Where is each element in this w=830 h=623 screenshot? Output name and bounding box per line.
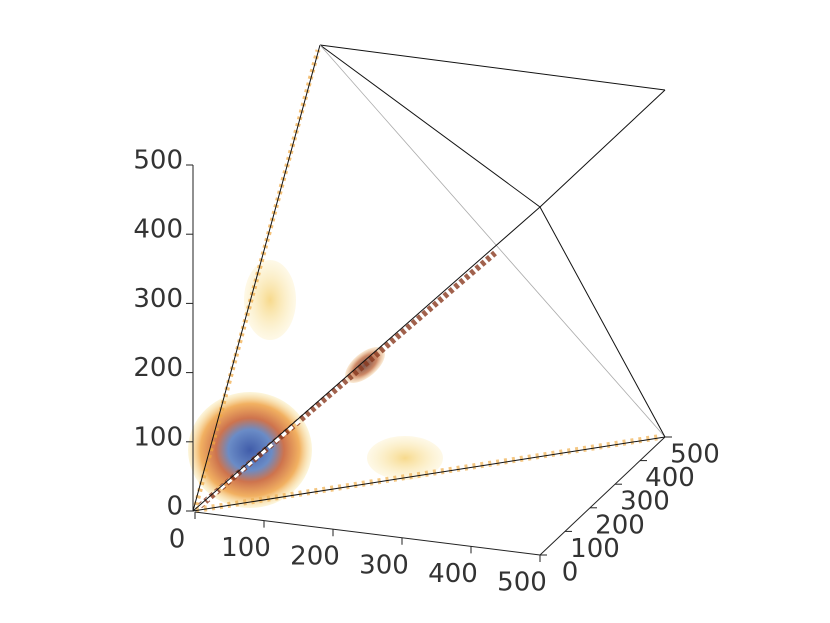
edge xyxy=(192,44,321,512)
edge xyxy=(539,89,666,208)
blob xyxy=(188,392,312,508)
x-tick-label: 500 xyxy=(497,568,547,598)
volume-blobs xyxy=(188,49,661,513)
z-tick-label: 200 xyxy=(133,353,183,383)
z-tick-label: 500 xyxy=(133,146,183,176)
x-axis xyxy=(194,511,541,556)
edge xyxy=(319,44,666,91)
edge xyxy=(319,44,666,438)
x-tick-label: 200 xyxy=(290,542,340,572)
y-tick-label: 300 xyxy=(620,487,670,517)
blob xyxy=(367,436,443,480)
z-tick-label: 300 xyxy=(133,284,183,314)
y-tick-label: 400 xyxy=(645,463,695,493)
z-tick-label: 100 xyxy=(133,422,183,452)
x-tick-label: 0 xyxy=(169,525,186,555)
y-tick-label: 200 xyxy=(595,510,645,540)
z-tick-label: 0 xyxy=(166,492,183,522)
x-tick-label: 400 xyxy=(428,559,478,589)
x-tick-label: 100 xyxy=(221,533,271,563)
edge xyxy=(192,436,666,512)
y-axis xyxy=(539,436,666,556)
x-tick-label: 300 xyxy=(359,550,409,580)
y-tick-label: 100 xyxy=(570,534,620,564)
edge xyxy=(319,44,541,208)
edge xyxy=(192,206,541,512)
z-tick-label: 400 xyxy=(133,215,183,245)
frame xyxy=(192,44,666,512)
edge xyxy=(539,206,666,438)
edge-band xyxy=(195,434,661,513)
y-tick-label: 0 xyxy=(562,558,579,588)
diagonal-band xyxy=(198,418,302,508)
y-tick-label: 500 xyxy=(670,440,720,470)
